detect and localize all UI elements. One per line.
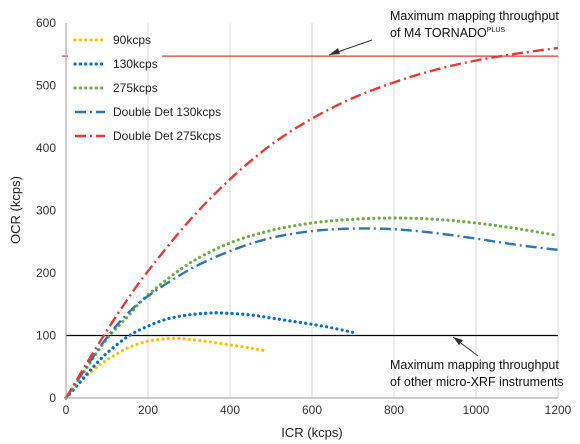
- y-tick-300: 300: [36, 204, 56, 218]
- x-tick-1000: 1000: [463, 403, 490, 417]
- series-line-2: [64, 216, 560, 400]
- annotation-top-line2: of M4 TORNADOPLUS: [390, 26, 505, 40]
- x-tick-400: 400: [220, 403, 240, 417]
- y-tick-200: 200: [36, 266, 56, 280]
- y-tick-100: 100: [36, 329, 56, 343]
- annotation-bottom-line1: Maximum mapping throughput: [390, 358, 559, 372]
- x-tick-800: 800: [384, 403, 404, 417]
- legend-label-3: Double Det 130kcps: [113, 105, 221, 119]
- x-tick-0: 0: [63, 403, 70, 417]
- legend-label-1: 130kcps: [113, 57, 158, 71]
- annotation-top-superscript: PLUS: [487, 27, 506, 34]
- y-tick-600: 600: [36, 16, 56, 30]
- legend-label-0: 90kcps: [113, 33, 151, 47]
- x-axis-label: ICR (kcps): [281, 425, 342, 440]
- annotation-bottom: Maximum mapping throughput of other micr…: [390, 336, 564, 389]
- annotation-bottom-line2: of other micro-XRF instruments: [390, 375, 564, 389]
- annotation-top-arrowhead: [329, 48, 340, 55]
- axes: [65, 23, 558, 399]
- annotation-bottom-arrowhead: [453, 337, 463, 345]
- y-tick-0: 0: [49, 391, 56, 405]
- series-group: [64, 46, 560, 400]
- tick-labels: 0 200 400 600 800 1000 1200 0 100 200 300 400 500 600: [36, 16, 572, 417]
- annotation-top: Maximum mapping throughput of M4 TORNADO…: [328, 9, 559, 56]
- x-tick-200: 200: [138, 403, 158, 417]
- legend-label-4: Double Det 275kcps: [113, 129, 221, 143]
- y-tick-500: 500: [36, 79, 56, 93]
- series-line-4: [64, 46, 559, 399]
- y-axis-label: OCR (kcps): [8, 176, 23, 244]
- x-tick-1200: 1200: [545, 403, 572, 417]
- series-line-1: [64, 311, 355, 400]
- legend: 90kcps 130kcps 275kcps Double Det 130kcps Do…: [73, 33, 221, 143]
- y-tick-400: 400: [36, 141, 56, 155]
- series-line-3: [64, 227, 559, 399]
- x-tick-600: 600: [302, 403, 322, 417]
- reference-lines: [62, 55, 558, 337]
- annotation-top-line1: Maximum mapping throughput: [390, 9, 559, 23]
- legend-label-2: 275kcps: [113, 81, 158, 95]
